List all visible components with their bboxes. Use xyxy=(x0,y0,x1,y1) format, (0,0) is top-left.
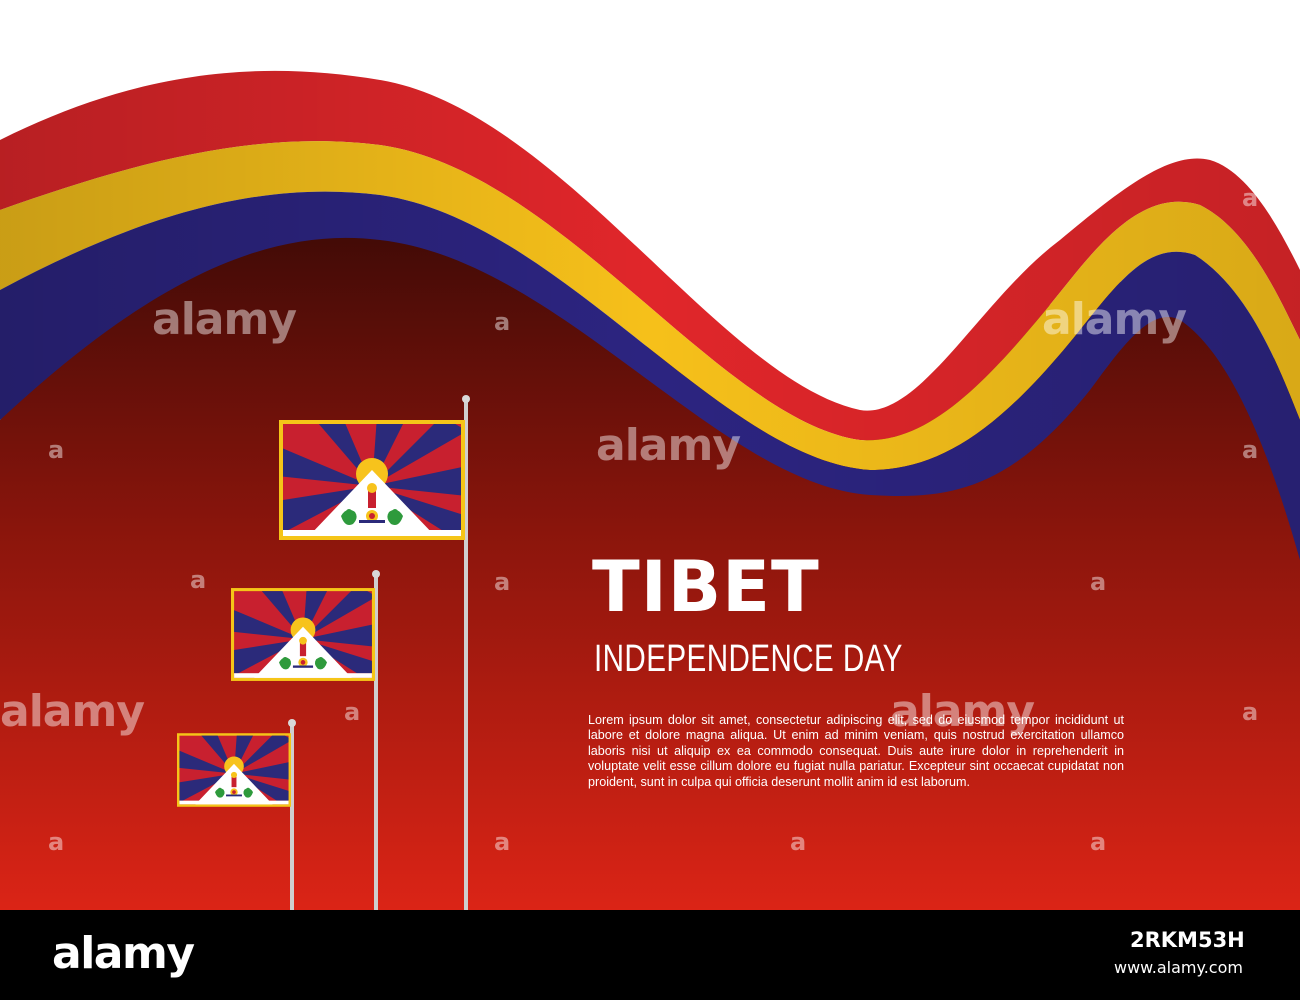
watermark-letter: a xyxy=(494,828,511,856)
watermark-letter: a xyxy=(48,828,65,856)
poster-subtitle: INDEPENDENCE DAY xyxy=(594,638,903,680)
watermark-letter: a xyxy=(1090,828,1107,856)
watermark-letter: a xyxy=(790,308,807,336)
flagpole-icon xyxy=(462,395,470,910)
watermark-letter: a xyxy=(494,568,511,596)
ribbon-shading xyxy=(0,70,1300,561)
tibetan-snow-lion-flag-icon xyxy=(176,731,292,811)
watermark-letter: a xyxy=(48,436,65,464)
watermark-letter: a xyxy=(938,308,955,336)
watermark-letter: a xyxy=(494,308,511,336)
poster-title: TIBET xyxy=(592,546,820,628)
watermark-text: alamy xyxy=(890,686,1035,737)
flag-ribbon xyxy=(0,70,1300,561)
watermark-letter: a xyxy=(1242,436,1259,464)
watermark-text: alamy xyxy=(152,294,297,345)
flagpole-icon xyxy=(372,570,380,910)
watermark-letter: a xyxy=(344,698,361,726)
watermark-letter: a xyxy=(1242,184,1259,212)
watermark-letter: a xyxy=(1090,568,1107,596)
watermark-letter: a xyxy=(190,566,207,594)
flagpole-icon xyxy=(288,719,296,910)
tibetan-snow-lion-flag-icon xyxy=(229,585,376,686)
watermark-letter: a xyxy=(1242,698,1259,726)
poster-body-text: Lorem ipsum dolor sit amet, consectetur … xyxy=(588,713,1124,789)
footer-url: www.alamy.com xyxy=(1114,958,1243,977)
watermark-text: alamy xyxy=(0,686,145,737)
watermark-text: alamy xyxy=(596,420,741,471)
footer-image-id: 2RKM53H xyxy=(1130,928,1245,952)
tibetan-snow-lion-flag-icon xyxy=(277,416,467,546)
footer-logo: alamy xyxy=(52,928,195,979)
watermark-text: alamy xyxy=(1042,294,1187,345)
watermark-letter: a xyxy=(790,828,807,856)
stock-footer-bar xyxy=(0,910,1300,1000)
